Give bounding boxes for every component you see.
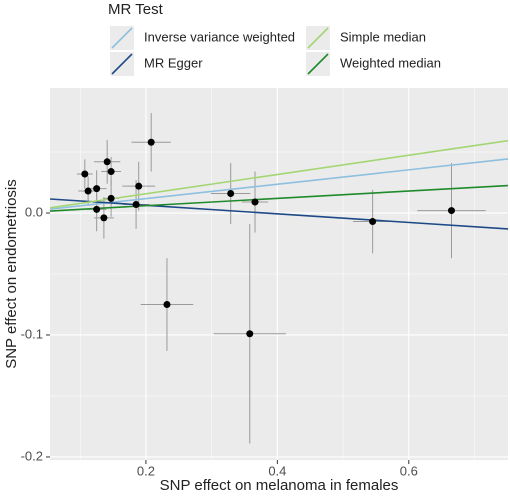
point — [135, 182, 143, 190]
y-axis-label: SNP effect on endometriosis — [3, 179, 20, 369]
point — [103, 158, 111, 166]
point — [84, 187, 92, 195]
legend-key-line — [307, 27, 329, 49]
legend-label: Inverse variance weighted — [144, 29, 295, 44]
x-tick-label: 0.6 — [400, 463, 418, 478]
legend-key-line — [111, 53, 133, 75]
point — [93, 205, 101, 213]
point — [369, 218, 377, 226]
y-tick-label: -0.2 — [21, 448, 43, 463]
legend-label: Weighted median — [340, 55, 441, 70]
point — [246, 330, 254, 338]
legend-key-line — [111, 27, 133, 49]
point — [447, 207, 455, 215]
regression-line — [50, 184, 508, 212]
x-axis-label: SNP effect on melanoma in females — [160, 477, 399, 494]
point — [93, 185, 101, 193]
regression-line — [50, 198, 508, 230]
regression-line — [50, 139, 508, 209]
legend-key-line — [307, 53, 329, 75]
legend-label: MR Egger — [144, 55, 203, 70]
legend-label: Simple median — [340, 29, 426, 44]
point — [81, 170, 89, 178]
point — [227, 190, 235, 198]
point — [132, 200, 140, 208]
x-tick-label: 0.2 — [137, 463, 155, 478]
point — [107, 168, 115, 176]
y-tick-label: -0.1 — [21, 326, 43, 341]
point — [147, 138, 155, 146]
point — [107, 194, 115, 202]
y-tick-label: 0.0 — [25, 204, 43, 219]
point — [163, 300, 171, 308]
point — [100, 214, 108, 222]
legend-title: MR Test — [108, 1, 164, 18]
plot-area — [50, 88, 508, 460]
regression-line — [50, 158, 508, 210]
x-tick-label: 0.4 — [268, 463, 286, 478]
point — [251, 198, 259, 206]
